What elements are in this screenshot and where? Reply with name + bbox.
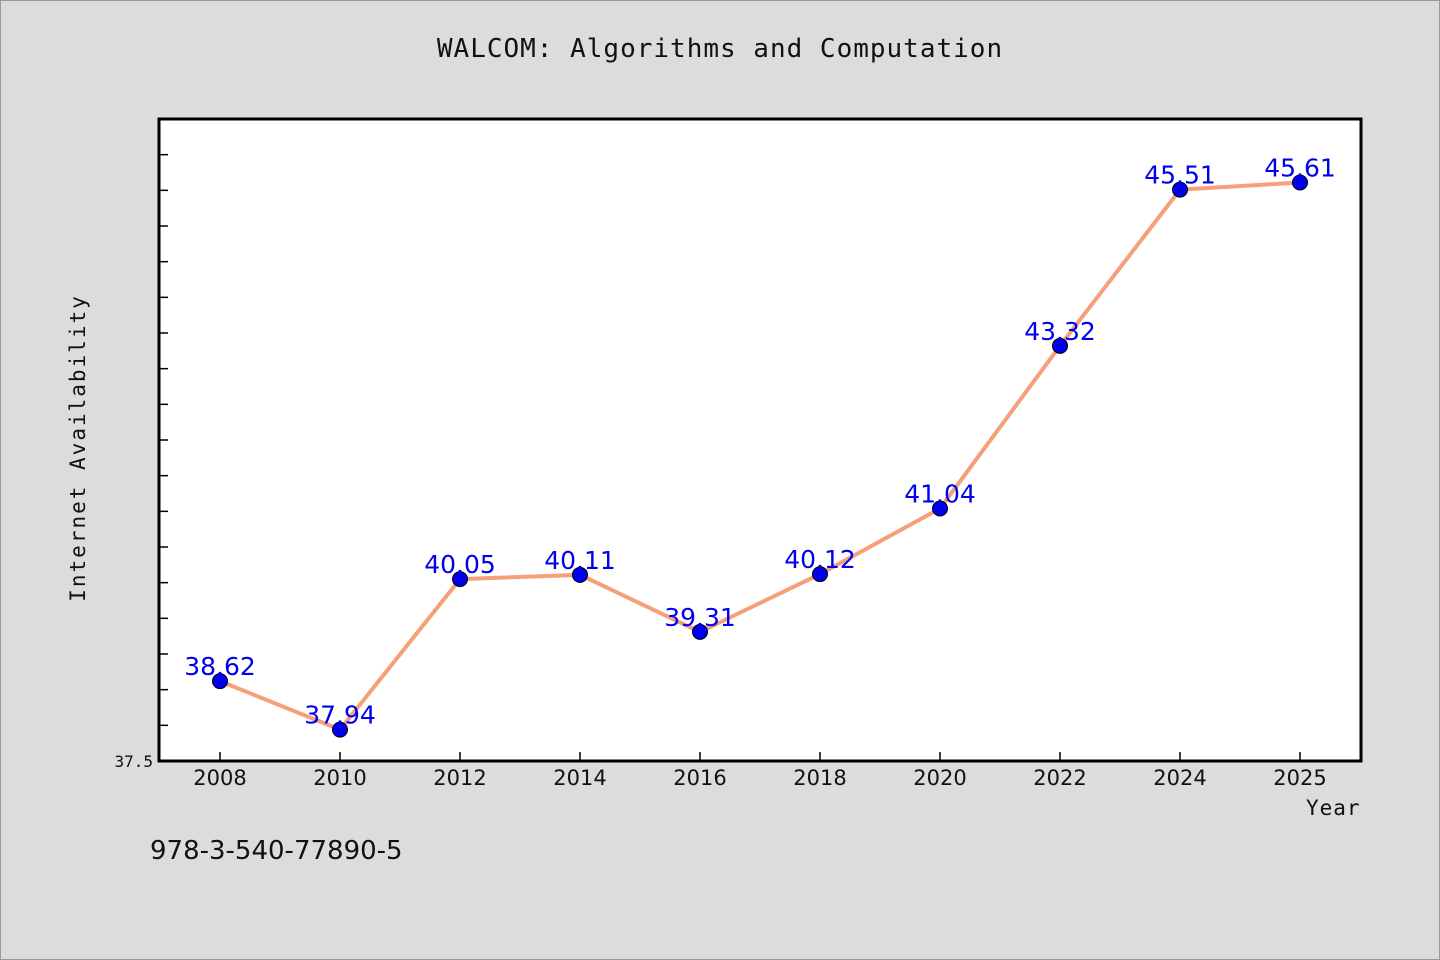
series-line	[218, 180, 1302, 732]
data-label-6: 41.04	[904, 479, 976, 508]
data-label-1: 37.94	[304, 701, 376, 730]
plot-frame	[157, 117, 1363, 763]
x-tick-label-6: 2020	[913, 766, 966, 790]
data-label-7: 43.32	[1024, 317, 1096, 346]
data-point-4	[692, 623, 708, 640]
x-axis-label: Year	[1306, 796, 1361, 820]
data-label-2: 40.05	[424, 550, 496, 579]
isbn-text: 978-3-540-77890-5	[150, 836, 403, 866]
data-point-6	[932, 500, 948, 517]
data-label-8: 45.51	[1144, 161, 1216, 190]
x-tick-label-3: 2014	[553, 766, 606, 790]
data-point-2	[452, 571, 468, 588]
data-label-3: 40.11	[544, 546, 616, 575]
x-tick-label-0: 2008	[193, 766, 246, 790]
data-point-9	[1292, 174, 1308, 191]
x-tick-label-7: 2022	[1033, 766, 1086, 790]
data-point-8	[1172, 181, 1188, 198]
data-point-0	[212, 673, 228, 690]
x-tick-label-2: 2012	[433, 766, 486, 790]
data-point-1	[332, 721, 348, 738]
data-point-3	[572, 566, 588, 583]
y-tick-label-0: 37.5	[114, 752, 153, 771]
x-tick-label-5: 2018	[793, 766, 846, 790]
data-label-9: 45.61	[1264, 153, 1336, 182]
data-label-5: 40.12	[784, 545, 856, 574]
chart-title: WALCOM: Algorithms and Computation	[436, 34, 1004, 64]
data-label-0: 38.62	[184, 652, 256, 681]
data-point-5	[812, 566, 828, 583]
x-tick-label-1: 2010	[313, 766, 366, 790]
data-label-4: 39.31	[664, 603, 736, 632]
x-tick-label-8: 2024	[1153, 766, 1206, 790]
x-tick-label-4: 2016	[673, 766, 726, 790]
data-point-7	[1052, 337, 1068, 354]
x-tick-label-9: 2025	[1273, 766, 1326, 790]
